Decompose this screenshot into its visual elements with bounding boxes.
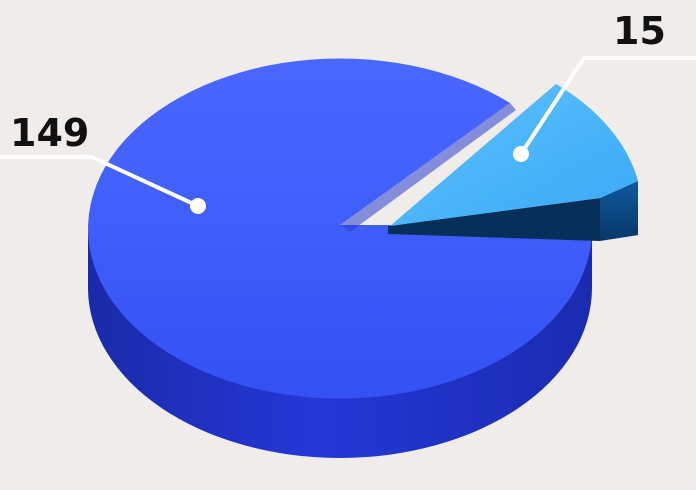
label-149: 149 (10, 111, 89, 155)
pie-slice-15-side (600, 181, 638, 241)
pie-slice-149-cut-shadow (340, 103, 516, 232)
pie-slice-149-side (88, 225, 592, 458)
leader-line-15 (519, 56, 696, 156)
pie-slice-149 (88, 58, 593, 399)
leader-line-149 (0, 155, 199, 208)
label-15: 15 (613, 9, 666, 53)
marker-15 (513, 146, 529, 162)
marker-149 (190, 198, 206, 214)
pie-slice-15-side-inner (388, 198, 600, 241)
